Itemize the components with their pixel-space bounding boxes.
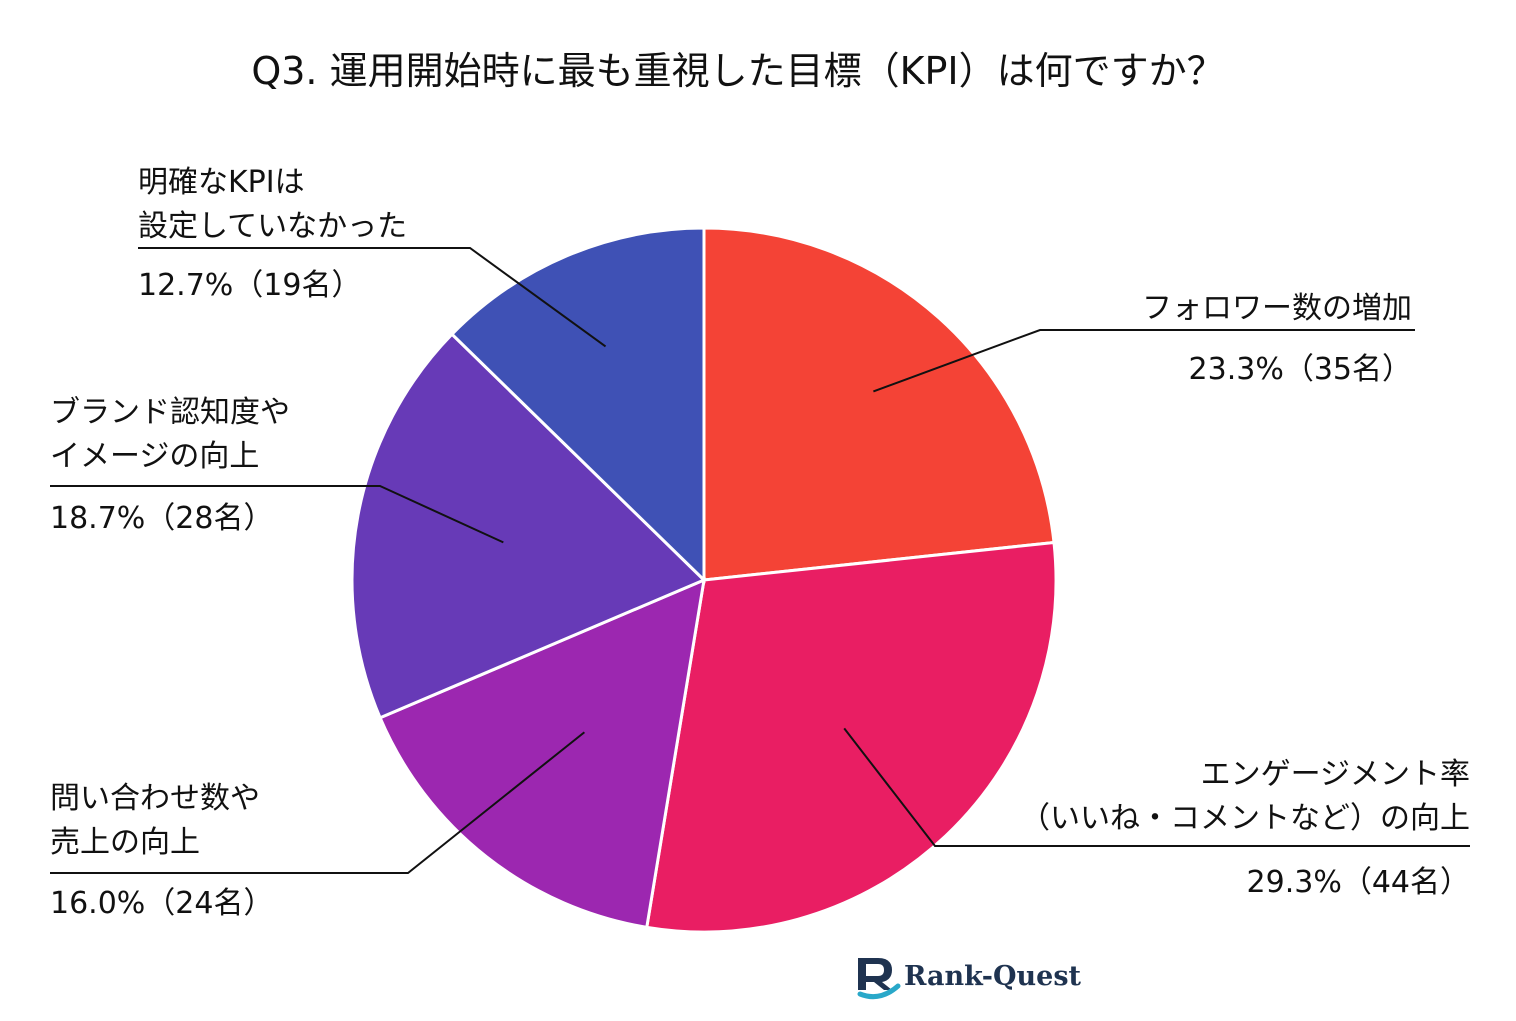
leader-lines [50, 247, 1470, 874]
chart-title: Q3. 運用開始時に最も重視した目標（KPI）は何ですか？ [251, 49, 1224, 93]
pie-slice-5 [449, 226, 706, 584]
rank-quest-logo-icon [857, 958, 901, 1000]
leader-line-3 [50, 731, 586, 874]
slice-label-4-line-1: ブランド認知度や [50, 395, 290, 430]
slice-percent-1: 23.3%（35名） [1189, 352, 1412, 387]
pie-slice-4 [350, 332, 707, 720]
slice-label-2-line-2: （いいね・コメントなど）の向上 [1020, 801, 1470, 836]
leader-line-5 [138, 247, 607, 348]
leader-line-4 [50, 485, 504, 544]
slice-label-5-line-1: 明確なKPIは [138, 165, 305, 200]
rank-quest-logo-text: Rank-Quest [904, 961, 1082, 992]
slice-label-4-line-2: イメージの向上 [50, 439, 259, 474]
leader-line-1 [873, 329, 1415, 393]
slice-labels: フォロワー数の増加 23.3%（35名） エンゲージメント率 （いいね・コメントなど）… [50, 165, 1470, 921]
pie-slice-3 [378, 577, 706, 930]
slice-percent-2: 29.3%（44名） [1247, 865, 1470, 900]
slice-label-3-line-2: 売上の向上 [50, 825, 200, 860]
slice-label-1-line-1: フォロワー数の増加 [1142, 291, 1412, 326]
slice-label-5-line-2: 設定していなかった [138, 209, 407, 244]
rank-quest-logo: Rank-Quest [857, 958, 1082, 1000]
slice-percent-4: 18.7%（28名） [50, 501, 273, 536]
slice-label-2-line-1: エンゲージメント率 [1201, 757, 1470, 792]
pie-slice-1 [702, 226, 1056, 582]
slice-label-3-line-1: 問い合わせ数や [50, 781, 260, 816]
slice-percent-5: 12.7%（19名） [138, 268, 361, 303]
pie-slices [350, 226, 1058, 934]
slice-percent-3: 16.0%（24名） [50, 886, 273, 921]
leader-line-2 [843, 727, 1470, 847]
